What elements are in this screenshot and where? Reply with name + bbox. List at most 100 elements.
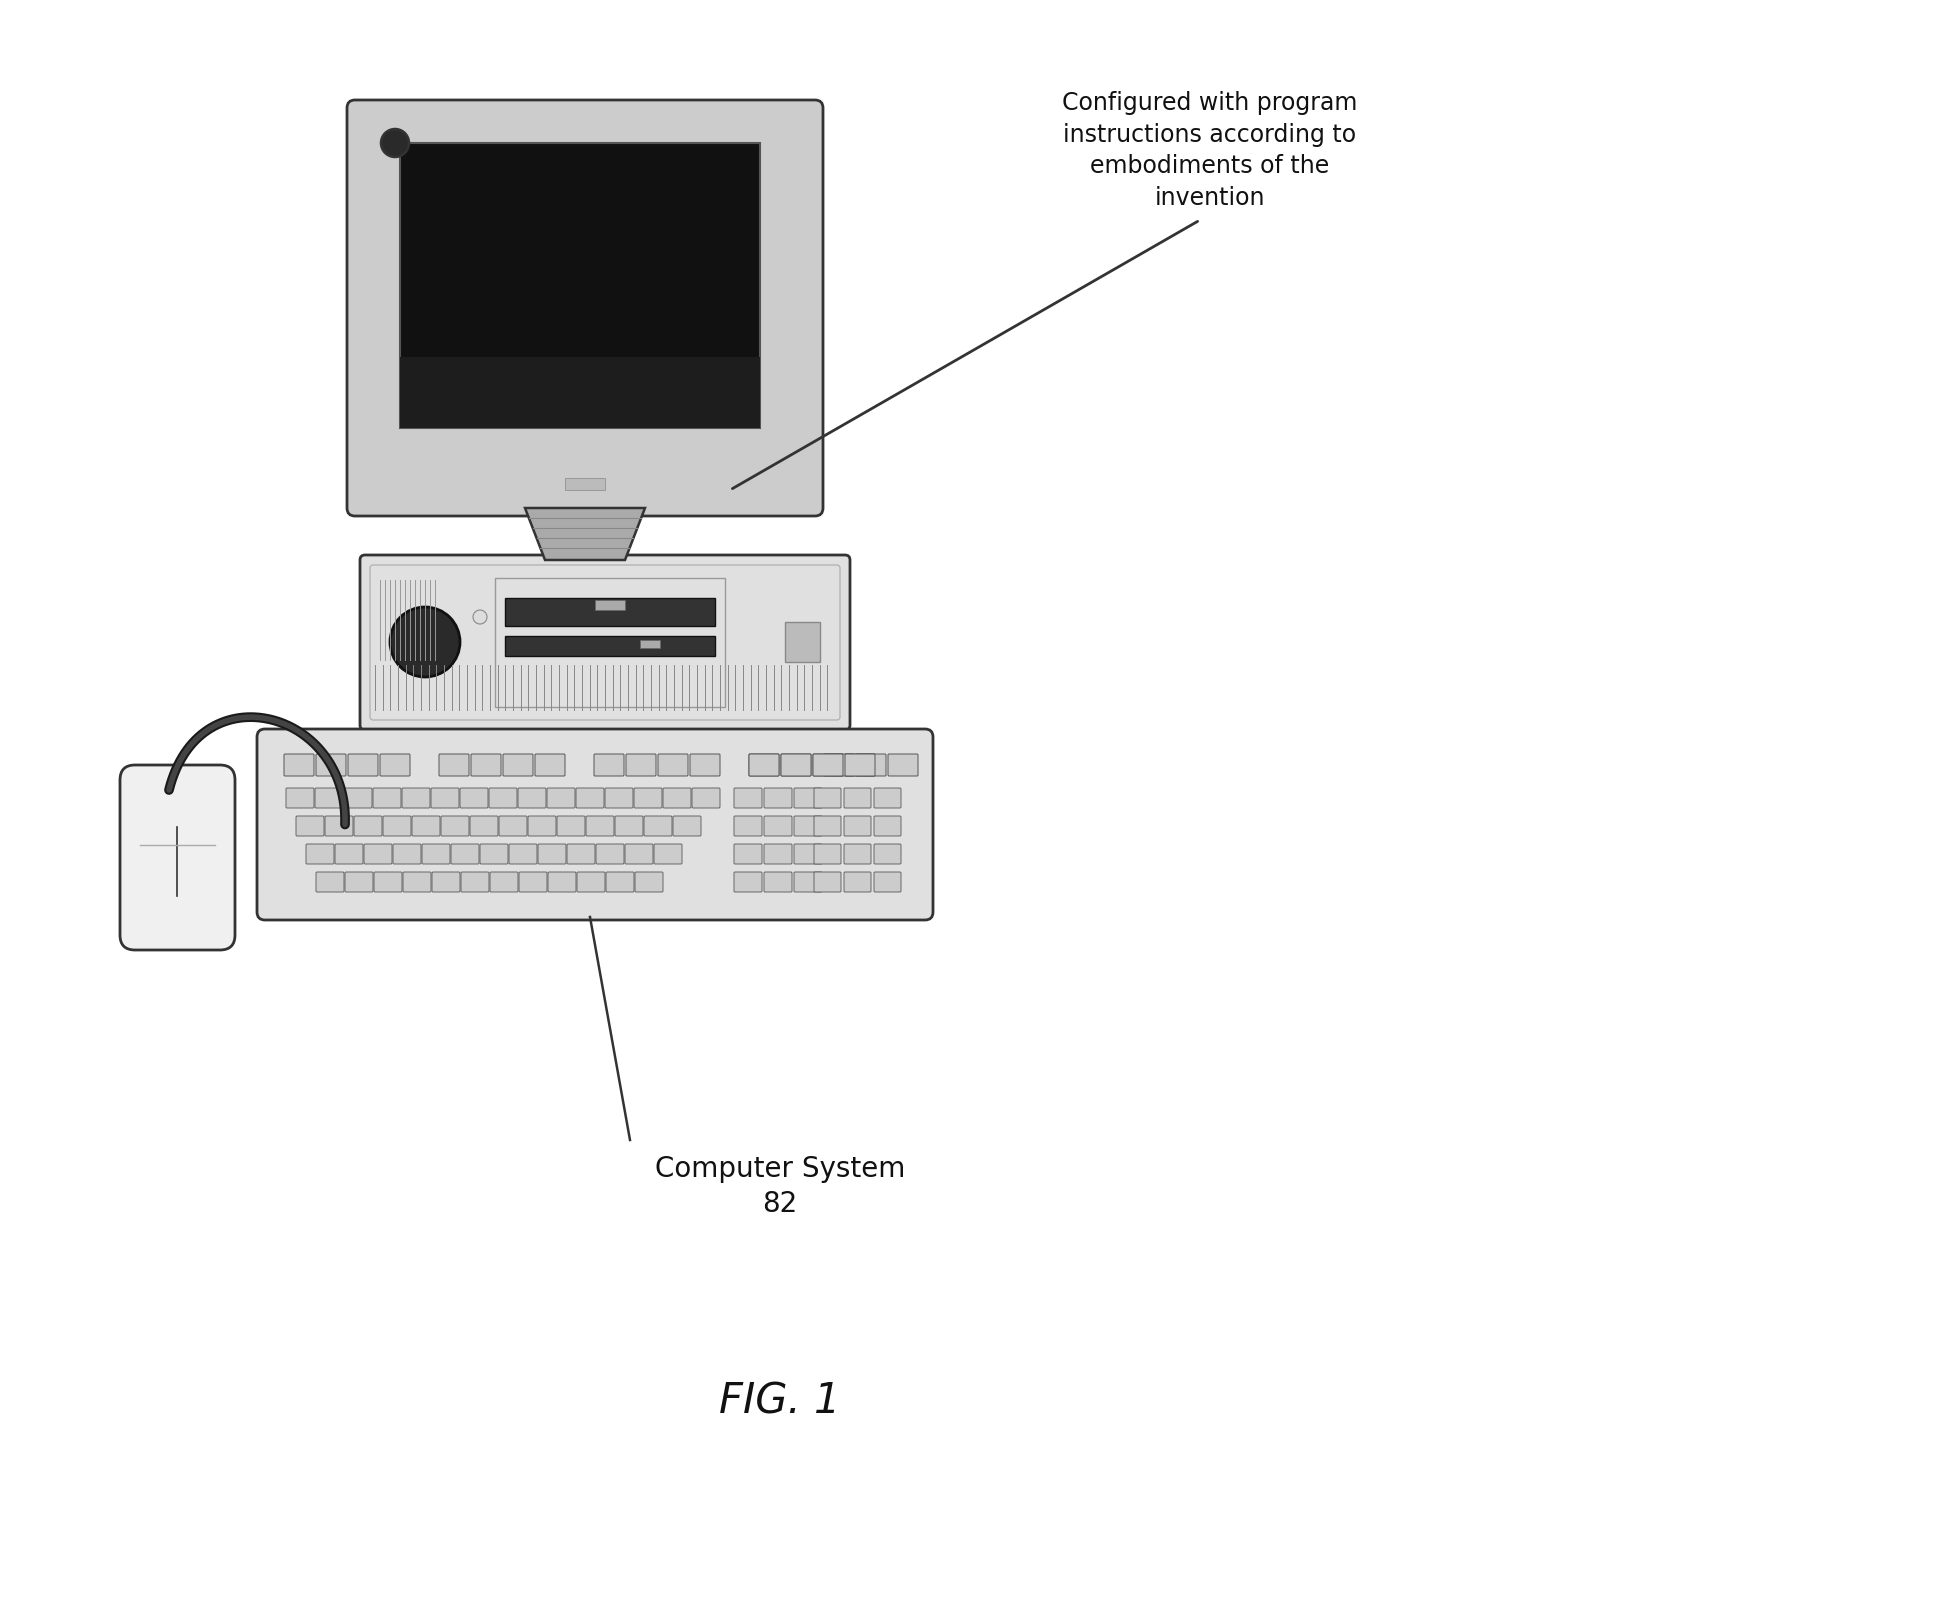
FancyBboxPatch shape <box>370 565 840 721</box>
FancyBboxPatch shape <box>527 815 556 836</box>
FancyBboxPatch shape <box>815 815 840 836</box>
FancyBboxPatch shape <box>548 872 576 892</box>
FancyBboxPatch shape <box>733 872 762 892</box>
FancyBboxPatch shape <box>813 754 842 775</box>
FancyBboxPatch shape <box>813 754 842 775</box>
FancyBboxPatch shape <box>451 844 478 863</box>
FancyBboxPatch shape <box>605 788 632 807</box>
Bar <box>401 143 760 429</box>
FancyBboxPatch shape <box>844 754 875 775</box>
FancyBboxPatch shape <box>315 788 342 807</box>
FancyBboxPatch shape <box>461 872 488 892</box>
FancyBboxPatch shape <box>325 815 352 836</box>
FancyBboxPatch shape <box>344 872 373 892</box>
FancyBboxPatch shape <box>510 844 537 863</box>
FancyBboxPatch shape <box>422 844 449 863</box>
FancyBboxPatch shape <box>373 788 401 807</box>
FancyBboxPatch shape <box>480 844 508 863</box>
FancyBboxPatch shape <box>344 788 371 807</box>
FancyBboxPatch shape <box>517 788 547 807</box>
FancyBboxPatch shape <box>593 754 624 775</box>
Bar <box>564 478 605 490</box>
FancyBboxPatch shape <box>733 844 762 863</box>
FancyBboxPatch shape <box>815 844 840 863</box>
FancyBboxPatch shape <box>815 872 840 892</box>
FancyBboxPatch shape <box>403 872 432 892</box>
FancyBboxPatch shape <box>471 754 502 775</box>
Bar <box>494 578 725 706</box>
FancyBboxPatch shape <box>595 844 624 863</box>
FancyBboxPatch shape <box>535 754 564 775</box>
FancyBboxPatch shape <box>432 788 459 807</box>
FancyBboxPatch shape <box>286 788 313 807</box>
FancyBboxPatch shape <box>539 844 566 863</box>
FancyBboxPatch shape <box>844 788 871 807</box>
FancyBboxPatch shape <box>873 788 901 807</box>
FancyBboxPatch shape <box>844 872 871 892</box>
FancyBboxPatch shape <box>284 754 313 775</box>
FancyBboxPatch shape <box>461 788 488 807</box>
FancyBboxPatch shape <box>733 815 762 836</box>
FancyBboxPatch shape <box>764 872 792 892</box>
FancyBboxPatch shape <box>556 815 585 836</box>
Bar <box>595 600 624 610</box>
FancyBboxPatch shape <box>794 788 823 807</box>
FancyBboxPatch shape <box>393 844 420 863</box>
FancyBboxPatch shape <box>348 754 377 775</box>
FancyBboxPatch shape <box>315 754 346 775</box>
FancyBboxPatch shape <box>296 815 325 836</box>
FancyBboxPatch shape <box>412 815 440 836</box>
Bar <box>786 623 821 661</box>
FancyBboxPatch shape <box>764 844 792 863</box>
FancyBboxPatch shape <box>383 815 410 836</box>
FancyBboxPatch shape <box>749 754 780 775</box>
FancyBboxPatch shape <box>442 815 469 836</box>
FancyBboxPatch shape <box>844 754 875 775</box>
FancyBboxPatch shape <box>764 788 792 807</box>
Circle shape <box>391 607 461 677</box>
FancyBboxPatch shape <box>844 815 871 836</box>
FancyBboxPatch shape <box>794 815 823 836</box>
Text: Configured with program
instructions according to
embodiments of the
invention: Configured with program instructions acc… <box>1062 91 1358 210</box>
FancyBboxPatch shape <box>315 872 344 892</box>
FancyBboxPatch shape <box>764 815 792 836</box>
FancyBboxPatch shape <box>873 815 901 836</box>
FancyBboxPatch shape <box>654 844 683 863</box>
FancyBboxPatch shape <box>692 788 720 807</box>
Text: FIG. 1: FIG. 1 <box>720 1380 840 1422</box>
FancyBboxPatch shape <box>519 872 547 892</box>
FancyBboxPatch shape <box>873 872 901 892</box>
FancyBboxPatch shape <box>585 815 615 836</box>
FancyBboxPatch shape <box>354 815 381 836</box>
FancyBboxPatch shape <box>364 844 393 863</box>
FancyBboxPatch shape <box>794 844 823 863</box>
FancyBboxPatch shape <box>782 754 811 775</box>
FancyBboxPatch shape <box>568 844 595 863</box>
FancyBboxPatch shape <box>257 729 934 920</box>
FancyBboxPatch shape <box>634 788 661 807</box>
FancyBboxPatch shape <box>782 754 811 775</box>
Bar <box>506 636 716 656</box>
FancyBboxPatch shape <box>305 844 335 863</box>
Circle shape <box>381 128 408 157</box>
FancyBboxPatch shape <box>360 555 850 730</box>
FancyBboxPatch shape <box>471 815 498 836</box>
FancyBboxPatch shape <box>504 754 533 775</box>
FancyBboxPatch shape <box>121 766 235 950</box>
FancyBboxPatch shape <box>825 754 854 775</box>
FancyBboxPatch shape <box>488 788 517 807</box>
FancyBboxPatch shape <box>634 872 663 892</box>
FancyBboxPatch shape <box>379 754 410 775</box>
FancyBboxPatch shape <box>440 754 469 775</box>
Bar <box>401 356 760 429</box>
FancyBboxPatch shape <box>624 844 654 863</box>
FancyBboxPatch shape <box>657 754 689 775</box>
Bar <box>506 599 716 626</box>
FancyBboxPatch shape <box>626 754 655 775</box>
FancyBboxPatch shape <box>432 872 461 892</box>
FancyBboxPatch shape <box>335 844 364 863</box>
FancyBboxPatch shape <box>690 754 720 775</box>
Polygon shape <box>525 509 646 560</box>
FancyBboxPatch shape <box>815 788 840 807</box>
Bar <box>640 640 659 648</box>
